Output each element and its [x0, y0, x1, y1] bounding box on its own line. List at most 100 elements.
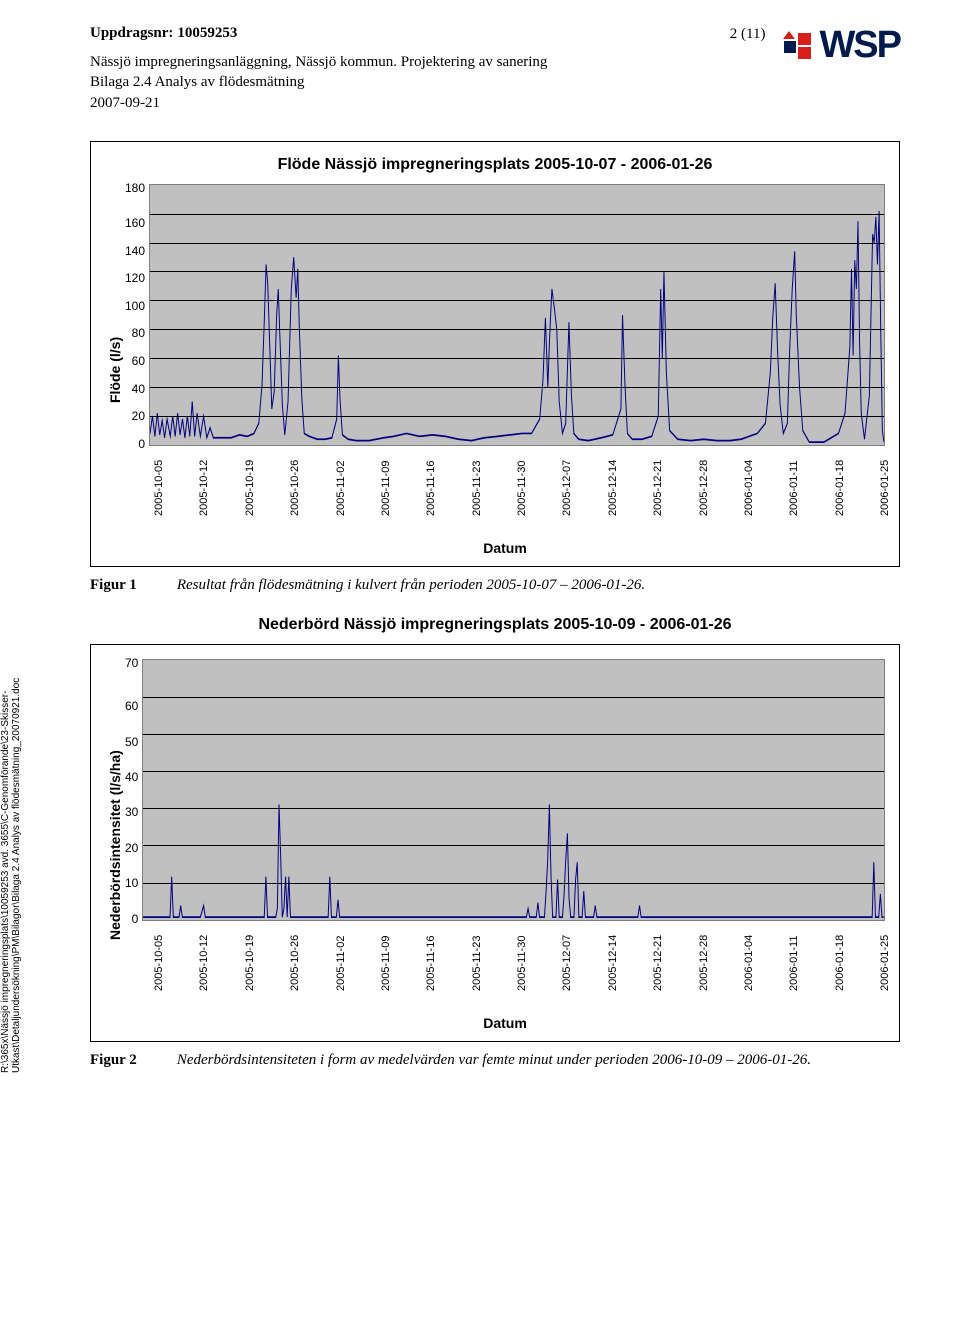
y-tick-label: 140	[125, 245, 145, 257]
figure-2-y-label: Nederbördsintensitet (l/s/ha)	[105, 659, 125, 1031]
figure-1-chart-area: 180160140120100806040200 2005-10-052005-…	[125, 184, 885, 556]
x-tick-label: 2005-11-16	[425, 981, 437, 991]
y-tick-label: 60	[125, 700, 138, 712]
y-tick-label: 70	[125, 657, 138, 669]
header-right: 2 (11) WSP	[730, 24, 900, 67]
y-tick-label: 20	[125, 410, 145, 422]
figure-2-title: Nederbörd Nässjö impregneringsplats 2005…	[90, 616, 900, 634]
y-tick-label: 20	[125, 842, 138, 854]
y-tick-label: 10	[125, 877, 138, 889]
figure-1-x-label: Datum	[125, 540, 885, 556]
x-tick-label: 2005-12-21	[652, 506, 664, 516]
x-tick-label: 2005-10-19	[244, 981, 256, 991]
x-tick-label: 2005-12-28	[698, 981, 710, 991]
x-tick-label: 2005-12-28	[698, 506, 710, 516]
x-tick-label: 2005-10-05	[153, 506, 165, 516]
gridline	[143, 808, 884, 809]
x-tick-spacer	[125, 462, 885, 536]
gridline	[150, 387, 884, 388]
x-tick-label: 2005-10-12	[198, 506, 210, 516]
x-tick-label: 2005-11-02	[335, 981, 347, 991]
figure-2-chart: Nederbördsintensitet (l/s/ha) 70 60 50 40 30…	[105, 659, 885, 1031]
figure-1-y-label: Flöde (l/s)	[105, 184, 125, 556]
figure-1-line	[150, 211, 884, 442]
y-tick-label: 0	[125, 913, 138, 925]
x-tick-label: 2006-01-25	[879, 981, 891, 991]
project-label: Uppdragsnr:	[90, 25, 173, 41]
x-tick-label: 2005-10-26	[289, 506, 301, 516]
figure-1-series-svg	[150, 185, 884, 445]
y-tick-label: 0	[125, 438, 145, 450]
project-description: Nässjö impregneringsanläggning, Nässjö k…	[90, 52, 547, 113]
figure-2-plot-row: 706050403020100	[125, 659, 885, 921]
gridline	[143, 697, 884, 698]
gridline	[150, 416, 884, 417]
wsp-logo-icon	[781, 29, 813, 63]
x-tick-label: 2005-12-14	[607, 981, 619, 991]
figure-1-plot-row: 180160140120100806040200	[125, 184, 885, 446]
gridline	[143, 845, 884, 846]
figure-2-series-svg	[143, 660, 884, 920]
figure-1-caption: Figur 1 Resultat från flödesmätning i ku…	[90, 577, 900, 594]
figure-2-line	[143, 804, 884, 917]
figure-2-caption: Figur 2 Nederbördsintensiteten i form av…	[90, 1052, 900, 1069]
gridline	[143, 883, 884, 884]
document-page: R:\365x\Nässjö impregneringsplats\100592…	[0, 0, 960, 1113]
header-left: Uppdragsnr: 10059253 Nässjö impregnering…	[90, 24, 547, 113]
figure-2-plot	[142, 659, 885, 921]
y-tick-label: 100	[125, 300, 145, 312]
y-tick-label: 160	[125, 217, 145, 229]
gridline	[150, 243, 884, 244]
header-line-3: 2007-09-21	[90, 93, 547, 113]
x-tick-label: 2005-12-14	[607, 506, 619, 516]
figure-1-title: Flöde Nässjö impregneringsplats 2005-10-…	[105, 156, 885, 174]
gridline	[143, 734, 884, 735]
figure-1-caption-label: Figur 1	[90, 577, 137, 594]
x-tick-label: 2005-12-07	[561, 981, 573, 991]
x-tick-label: 2006-01-04	[743, 981, 755, 991]
y-tick-label: 120	[125, 272, 145, 284]
x-tick-label: 2006-01-04	[743, 506, 755, 516]
x-tick-label: 2005-10-19	[244, 506, 256, 516]
x-tick-label: 2006-01-11	[788, 506, 800, 516]
filepath-line-1: R:\365x\Nässjö impregneringsplats\100592…	[0, 690, 11, 1072]
filepath-line-2: Utkast\Detaljundersökning\PM\Bilagor\Bil…	[11, 473, 22, 1073]
gridline	[143, 771, 884, 772]
x-tick-label: 2005-12-07	[561, 506, 573, 516]
x-tick-label: 2005-10-05	[153, 981, 165, 991]
x-tick-label: 2005-12-21	[652, 981, 664, 991]
figure-2-y-ticks: 706050403020100	[125, 659, 142, 919]
y-tick-label: 80	[125, 327, 145, 339]
figure-1-y-ticks: 180160140120100806040200	[125, 184, 149, 444]
figure-2-x-ticks: 2005-10-052005-10-122005-10-192005-10-26…	[125, 925, 885, 937]
figure-2-caption-label: Figur 2	[90, 1052, 137, 1069]
gridline	[150, 358, 884, 359]
header-line-1: Nässjö impregneringsanläggning, Nässjö k…	[90, 52, 547, 72]
x-tick-label: 2006-01-18	[834, 506, 846, 516]
x-tick-label: 2005-11-09	[380, 506, 392, 516]
project-number: 10059253	[177, 25, 237, 41]
gridline	[150, 329, 884, 330]
y-tick-label: 30	[125, 806, 138, 818]
y-tick-label: 40	[125, 771, 138, 783]
header-line-2: Bilaga 2.4 Analys av flödesmätning	[90, 72, 547, 92]
page-number: 2 (11)	[730, 26, 766, 43]
y-tick-label: 60	[125, 355, 145, 367]
x-tick-label: 2005-11-23	[471, 981, 483, 991]
figure-2-box: Nederbördsintensitet (l/s/ha) 70 60 50 40 30…	[90, 644, 900, 1042]
x-tick-label: 2005-10-26	[289, 981, 301, 991]
figure-2-caption-text: Nederbördsintensiteten i form av medelvä…	[177, 1052, 811, 1069]
x-tick-label: 2005-10-12	[198, 981, 210, 991]
gridline	[150, 271, 884, 272]
gridline	[150, 214, 884, 215]
figure-1-plot	[149, 184, 885, 446]
x-tick-spacer	[125, 937, 885, 1011]
y-tick-label: 50	[125, 736, 138, 748]
x-tick-label: 2005-11-02	[335, 506, 347, 516]
footer-filepath: R:\365x\Nässjö impregneringsplats\100592…	[0, 473, 22, 1073]
x-tick-label: 2005-11-30	[516, 506, 528, 516]
page-header: Uppdragsnr: 10059253 Nässjö impregnering…	[90, 24, 900, 113]
gridline	[150, 300, 884, 301]
y-tick-label: 180	[125, 182, 145, 194]
x-tick-label: 2006-01-11	[788, 981, 800, 991]
